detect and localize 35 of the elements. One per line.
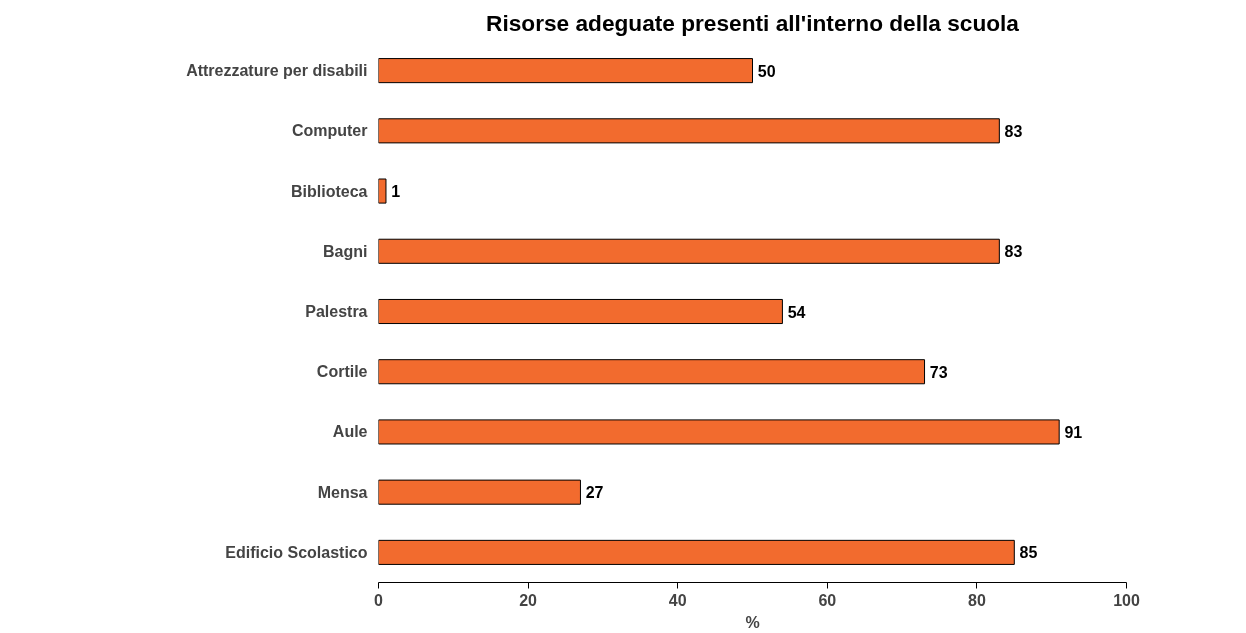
bar: [378, 298, 783, 325]
chart-title: Risorse adeguate presenti all'interno della scuola: [486, 9, 1020, 36]
data-label: 91: [1064, 423, 1083, 441]
x-tick-label: 20: [519, 591, 538, 609]
data-label: 50: [757, 62, 776, 80]
bar: [378, 238, 1000, 264]
y-tick-label: Edificio Scolastico: [225, 543, 368, 561]
y-tick-label: Palestra: [305, 303, 368, 320]
y-tick-label: Cortile: [316, 363, 368, 381]
x-tick-label: 80: [968, 591, 986, 609]
data-label: 83: [1004, 122, 1023, 140]
x-tick-label: 60: [818, 591, 837, 609]
bar: [378, 178, 387, 204]
bar: [378, 118, 1000, 144]
data-label: 73: [929, 363, 948, 381]
x-tick-label: 40: [668, 591, 687, 609]
y-tick-label: Mensa: [317, 483, 368, 501]
x-axis-title: %: [745, 613, 760, 631]
y-tick-label: Bagni: [323, 242, 368, 260]
bar: [378, 359, 926, 385]
bar: [378, 58, 753, 84]
bar: [378, 539, 1015, 565]
data-label: 54: [787, 303, 806, 321]
x-tick-label: 0: [374, 591, 384, 609]
data-label: 85: [1019, 544, 1038, 562]
y-tick-label: Biblioteca: [291, 182, 368, 200]
bar: [378, 479, 581, 505]
data-label: 1: [391, 183, 401, 201]
x-tick-label: 100: [1113, 591, 1140, 609]
y-tick-label: Computer: [291, 122, 368, 140]
data-label: 83: [1004, 243, 1023, 261]
y-tick-label: Attrezzature per disabili: [186, 62, 368, 80]
y-tick-label: Aule: [332, 423, 368, 441]
data-label: 27: [585, 484, 604, 502]
bar: [378, 419, 1060, 445]
